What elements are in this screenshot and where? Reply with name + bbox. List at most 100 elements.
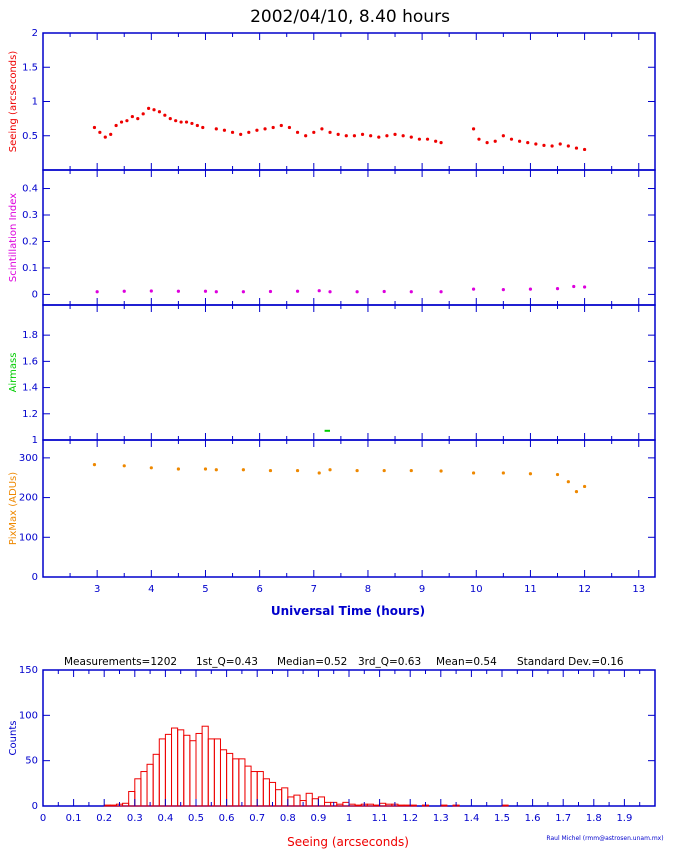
data-point [247, 130, 251, 134]
data-point [477, 137, 481, 141]
data-point [214, 468, 218, 472]
histogram-bar [256, 771, 264, 807]
x-tick-label: 10 [470, 584, 483, 595]
data-point [382, 289, 386, 294]
data-point [493, 139, 497, 143]
data-point [534, 142, 538, 146]
data-point [268, 468, 273, 473]
histogram-bar [226, 752, 234, 807]
data-point [572, 284, 576, 289]
y-axis-label-pixmax: PixMax (ADUs) [8, 472, 19, 545]
x-tick-label: 5 [202, 584, 208, 595]
data-point [174, 119, 178, 123]
data-point [230, 130, 235, 134]
x-tick-label: 1.8 [586, 813, 602, 824]
y-axis-label-airmass: Airmass [8, 353, 19, 393]
data-point [239, 132, 243, 136]
data-point [214, 127, 218, 131]
data-point [95, 290, 99, 294]
data-point [409, 468, 413, 473]
stat-label: Mean=0.54 [436, 656, 497, 668]
y-tick-label: 1 [32, 97, 38, 108]
histogram-bar [262, 778, 270, 807]
histogram-bar [103, 804, 111, 807]
histogram-bar [238, 758, 246, 807]
histogram-bar [397, 804, 405, 807]
y-tick-label: 0 [32, 572, 38, 583]
data-point [222, 128, 227, 132]
data-point [328, 130, 332, 134]
histogram-bar [354, 804, 362, 807]
data-point [304, 134, 308, 138]
data-point [122, 464, 126, 468]
data-point [417, 137, 422, 141]
data-point [471, 471, 476, 475]
data-point [119, 120, 124, 124]
histogram-bar [440, 804, 448, 807]
histogram-bar [152, 753, 160, 807]
y-tick-label: 1.4 [22, 383, 38, 394]
y-tick-label: 0.5 [22, 131, 38, 142]
data-point [582, 285, 587, 289]
x-tick-label: 1.6 [525, 813, 541, 824]
data-point [555, 286, 560, 291]
data-point [320, 127, 324, 131]
histogram-bar [317, 796, 326, 807]
data-point [360, 132, 365, 136]
x-tick-label: 1.7 [555, 813, 571, 824]
data-point [574, 146, 579, 150]
data-point [241, 468, 245, 472]
data-point [355, 290, 359, 294]
data-point [582, 147, 587, 152]
data-point [92, 125, 97, 130]
data-point [528, 287, 533, 291]
panel-frame [42, 32, 656, 171]
y-tick-label: 1.8 [22, 330, 38, 341]
data-point [439, 290, 443, 294]
x-tick-label: 0.8 [280, 813, 296, 824]
histogram-bar [403, 804, 411, 807]
data-point [195, 123, 199, 128]
y-tick-label: 1.2 [22, 409, 38, 420]
data-point [409, 290, 413, 294]
data-point [103, 135, 107, 139]
data-point [434, 139, 438, 143]
y-axis-label-seeing: Seeing (arcseconds) [8, 51, 19, 153]
data-point [295, 468, 300, 473]
data-point [214, 290, 218, 294]
data-point [439, 141, 443, 145]
data-point [393, 132, 397, 136]
data-point [152, 108, 156, 112]
y-tick-label: 50 [25, 756, 38, 767]
data-point [317, 471, 321, 475]
panel-frame [42, 169, 656, 306]
histogram-bar [409, 804, 417, 807]
data-point [176, 467, 180, 471]
data-point [542, 143, 546, 147]
histogram-bar [372, 804, 381, 807]
data-point [555, 472, 560, 477]
data-point [382, 468, 386, 473]
data-point [241, 290, 245, 294]
data-point [295, 289, 300, 293]
x-tick-label: 0.7 [249, 813, 265, 824]
x-tick-label: 11 [524, 584, 537, 595]
data-point [114, 123, 118, 128]
data-point [526, 141, 530, 145]
data-point [279, 123, 283, 128]
y-tick-label: 0.3 [22, 210, 38, 221]
histogram-bar [189, 740, 197, 807]
x-tick-label: 9 [419, 584, 425, 595]
histogram-bar [201, 725, 209, 807]
data-point [149, 466, 153, 470]
data-point [163, 113, 167, 117]
data-point [501, 134, 505, 138]
histogram-bar [366, 803, 374, 807]
x-tick-label: 1.4 [463, 813, 479, 824]
data-point [271, 125, 275, 130]
histogram-bar [177, 729, 185, 807]
data-point [385, 134, 389, 138]
data-point [550, 144, 554, 148]
